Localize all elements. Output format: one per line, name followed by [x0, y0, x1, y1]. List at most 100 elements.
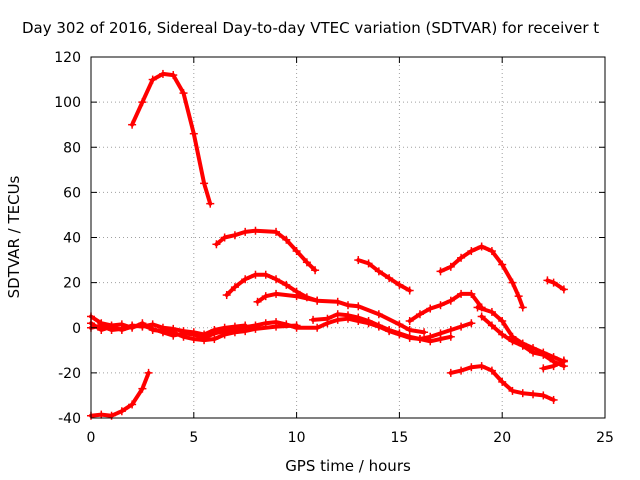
data-point — [457, 366, 466, 375]
data-point — [200, 330, 209, 339]
data-point — [559, 356, 568, 365]
y-tick-label: 60 — [63, 185, 81, 201]
data-point — [539, 391, 548, 400]
x-tick-label: 0 — [87, 430, 96, 446]
series-line — [475, 305, 566, 364]
data-point — [311, 266, 320, 275]
data-point — [415, 310, 424, 319]
data-point — [189, 328, 198, 337]
chart-title: Day 302 of 2016, Sidereal Day-to-day VTE… — [22, 19, 599, 37]
data-point — [323, 314, 332, 323]
data-point — [508, 337, 517, 346]
data-point — [179, 327, 188, 336]
data-point — [333, 310, 342, 319]
data-point — [395, 329, 404, 338]
data-point — [189, 129, 198, 138]
data-point — [128, 321, 137, 330]
data-point — [241, 275, 250, 284]
data-point — [508, 278, 517, 287]
data-point — [333, 297, 342, 306]
data-point — [426, 304, 435, 313]
data-point — [539, 364, 548, 373]
data-point — [107, 326, 116, 335]
data-point — [487, 307, 496, 316]
data-point — [354, 313, 363, 322]
y-tick-label: -20 — [58, 366, 81, 382]
data-point — [189, 335, 198, 344]
data-point — [426, 337, 435, 346]
data-point — [292, 247, 301, 256]
series-line — [89, 370, 151, 418]
data-point — [539, 350, 548, 359]
x-tick-label: 20 — [493, 430, 511, 446]
series-line — [224, 272, 320, 303]
series-line — [438, 244, 525, 310]
data-point — [467, 289, 476, 298]
data-point — [487, 321, 496, 330]
x-axis-label: GPS time / hours — [285, 457, 411, 475]
data-point — [467, 247, 476, 256]
data-point — [309, 315, 318, 324]
data-point — [415, 335, 424, 344]
data-point — [272, 322, 281, 331]
x-tick-label: 10 — [288, 430, 306, 446]
data-point — [405, 326, 414, 335]
data-point — [436, 335, 445, 344]
data-point — [222, 291, 231, 300]
y-tick-label: 20 — [63, 276, 81, 292]
data-point — [344, 311, 352, 320]
data-point — [446, 262, 455, 271]
data-point — [169, 324, 178, 333]
data-point — [374, 310, 383, 319]
data-point — [498, 316, 507, 325]
data-point — [313, 323, 322, 332]
data-point — [395, 280, 404, 289]
data-point — [487, 247, 496, 256]
data-point — [446, 296, 455, 305]
data-point — [253, 297, 262, 306]
data-point — [549, 278, 558, 287]
data-point — [498, 377, 507, 386]
data-point — [148, 320, 157, 329]
y-tick-label: 80 — [63, 140, 81, 156]
data-point — [518, 303, 527, 312]
series-track-1 — [128, 69, 215, 208]
data-point — [128, 400, 137, 409]
data-point — [158, 69, 167, 78]
series-line — [130, 71, 213, 206]
data-point — [374, 321, 383, 330]
data-point — [457, 253, 466, 262]
data-point — [210, 326, 219, 335]
data-point — [405, 332, 414, 341]
data-point — [477, 242, 486, 251]
y-tick-label: 40 — [63, 231, 81, 247]
series-line — [89, 322, 248, 337]
data-point — [477, 312, 486, 321]
series-track-4 — [253, 289, 429, 337]
data-point — [251, 226, 260, 235]
data-point — [487, 366, 496, 375]
data-point — [292, 321, 301, 330]
y-tick-label: 100 — [54, 95, 81, 111]
data-point — [138, 98, 147, 107]
series-track-9 — [477, 312, 568, 371]
axis-ticks: 0 5 10 15 20 25 -40 -20 0 20 40 60 80 100 120 — [54, 50, 614, 446]
series-track-17 — [446, 362, 558, 404]
data-point — [261, 270, 270, 279]
data-point — [272, 289, 281, 298]
data-point — [210, 335, 219, 344]
data-point — [543, 276, 552, 285]
data-point — [549, 395, 558, 404]
data-point — [206, 199, 215, 208]
y-tick-label: 0 — [72, 321, 81, 337]
data-point — [374, 267, 383, 276]
data-point — [158, 323, 167, 332]
data-point — [272, 275, 281, 284]
data-point — [473, 303, 482, 312]
series-line — [356, 258, 412, 293]
data-point — [272, 227, 281, 236]
data-point — [117, 324, 126, 333]
data-point — [420, 328, 429, 337]
series-track-16 — [87, 368, 153, 420]
